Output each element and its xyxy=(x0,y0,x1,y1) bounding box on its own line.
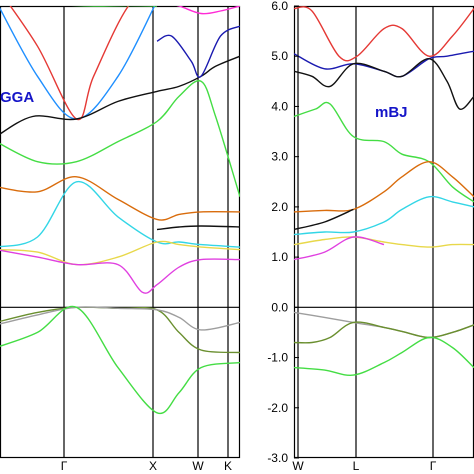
band-line xyxy=(294,160,474,213)
x-tick-label: L xyxy=(353,459,360,473)
band-line xyxy=(9,6,130,121)
panel-gga-frame xyxy=(0,5,241,459)
band-line xyxy=(294,236,474,248)
x-tick-label: W xyxy=(292,459,304,473)
band-line xyxy=(0,305,240,415)
band-line xyxy=(294,336,474,377)
band-line xyxy=(0,306,240,331)
y-tick-label: 2.0 xyxy=(271,200,288,214)
band-line xyxy=(294,58,474,110)
band-line xyxy=(294,236,385,261)
y-tick-label: 6.0 xyxy=(271,0,288,13)
y-tick-label: 5.0 xyxy=(271,49,288,63)
band-line xyxy=(294,195,474,236)
band-line xyxy=(0,249,240,294)
y-tick-label: 0.0 xyxy=(271,300,288,314)
band-line xyxy=(0,306,240,354)
y-tick-label: -1.0 xyxy=(267,351,288,365)
band-line xyxy=(294,321,474,344)
band-line xyxy=(0,181,240,248)
x-tick-label: W xyxy=(192,459,204,473)
x-tick-label: K xyxy=(224,459,232,473)
band-line xyxy=(0,240,240,266)
band-line xyxy=(294,6,474,62)
band-line xyxy=(176,6,240,15)
y-tick-label: -3.0 xyxy=(267,451,288,465)
x-tick-label: Γ xyxy=(61,459,68,473)
y-tick-label: 1.0 xyxy=(271,250,288,264)
y-tick-label: -2.0 xyxy=(267,401,288,415)
y-tick-label: 4.0 xyxy=(271,99,288,113)
panel-mbj-bands xyxy=(294,6,474,377)
band-line xyxy=(294,101,474,203)
band-line xyxy=(294,50,474,78)
band-line xyxy=(0,55,240,135)
panel-gga-bands xyxy=(0,6,240,415)
x-tick-label: X xyxy=(149,459,157,473)
band-line xyxy=(71,6,157,7)
band-line xyxy=(156,225,240,231)
y-tick-label: 3.0 xyxy=(271,150,288,164)
panel-mbj: W L Γ 6.0 5.0 4.0 3.0 2.0 1.0 0.0 -1.0 -2.0 -3.0 mBJ xyxy=(267,0,474,473)
x-tick-label: Γ xyxy=(430,459,437,473)
band-line xyxy=(156,25,240,78)
panel-gga: Γ X W K GGA xyxy=(0,5,241,473)
band-line xyxy=(0,80,240,198)
band-line xyxy=(294,208,354,231)
panel-mbj-label: mBJ xyxy=(375,104,408,121)
band-line xyxy=(0,176,240,221)
panel-gga-label: GGA xyxy=(0,89,34,106)
